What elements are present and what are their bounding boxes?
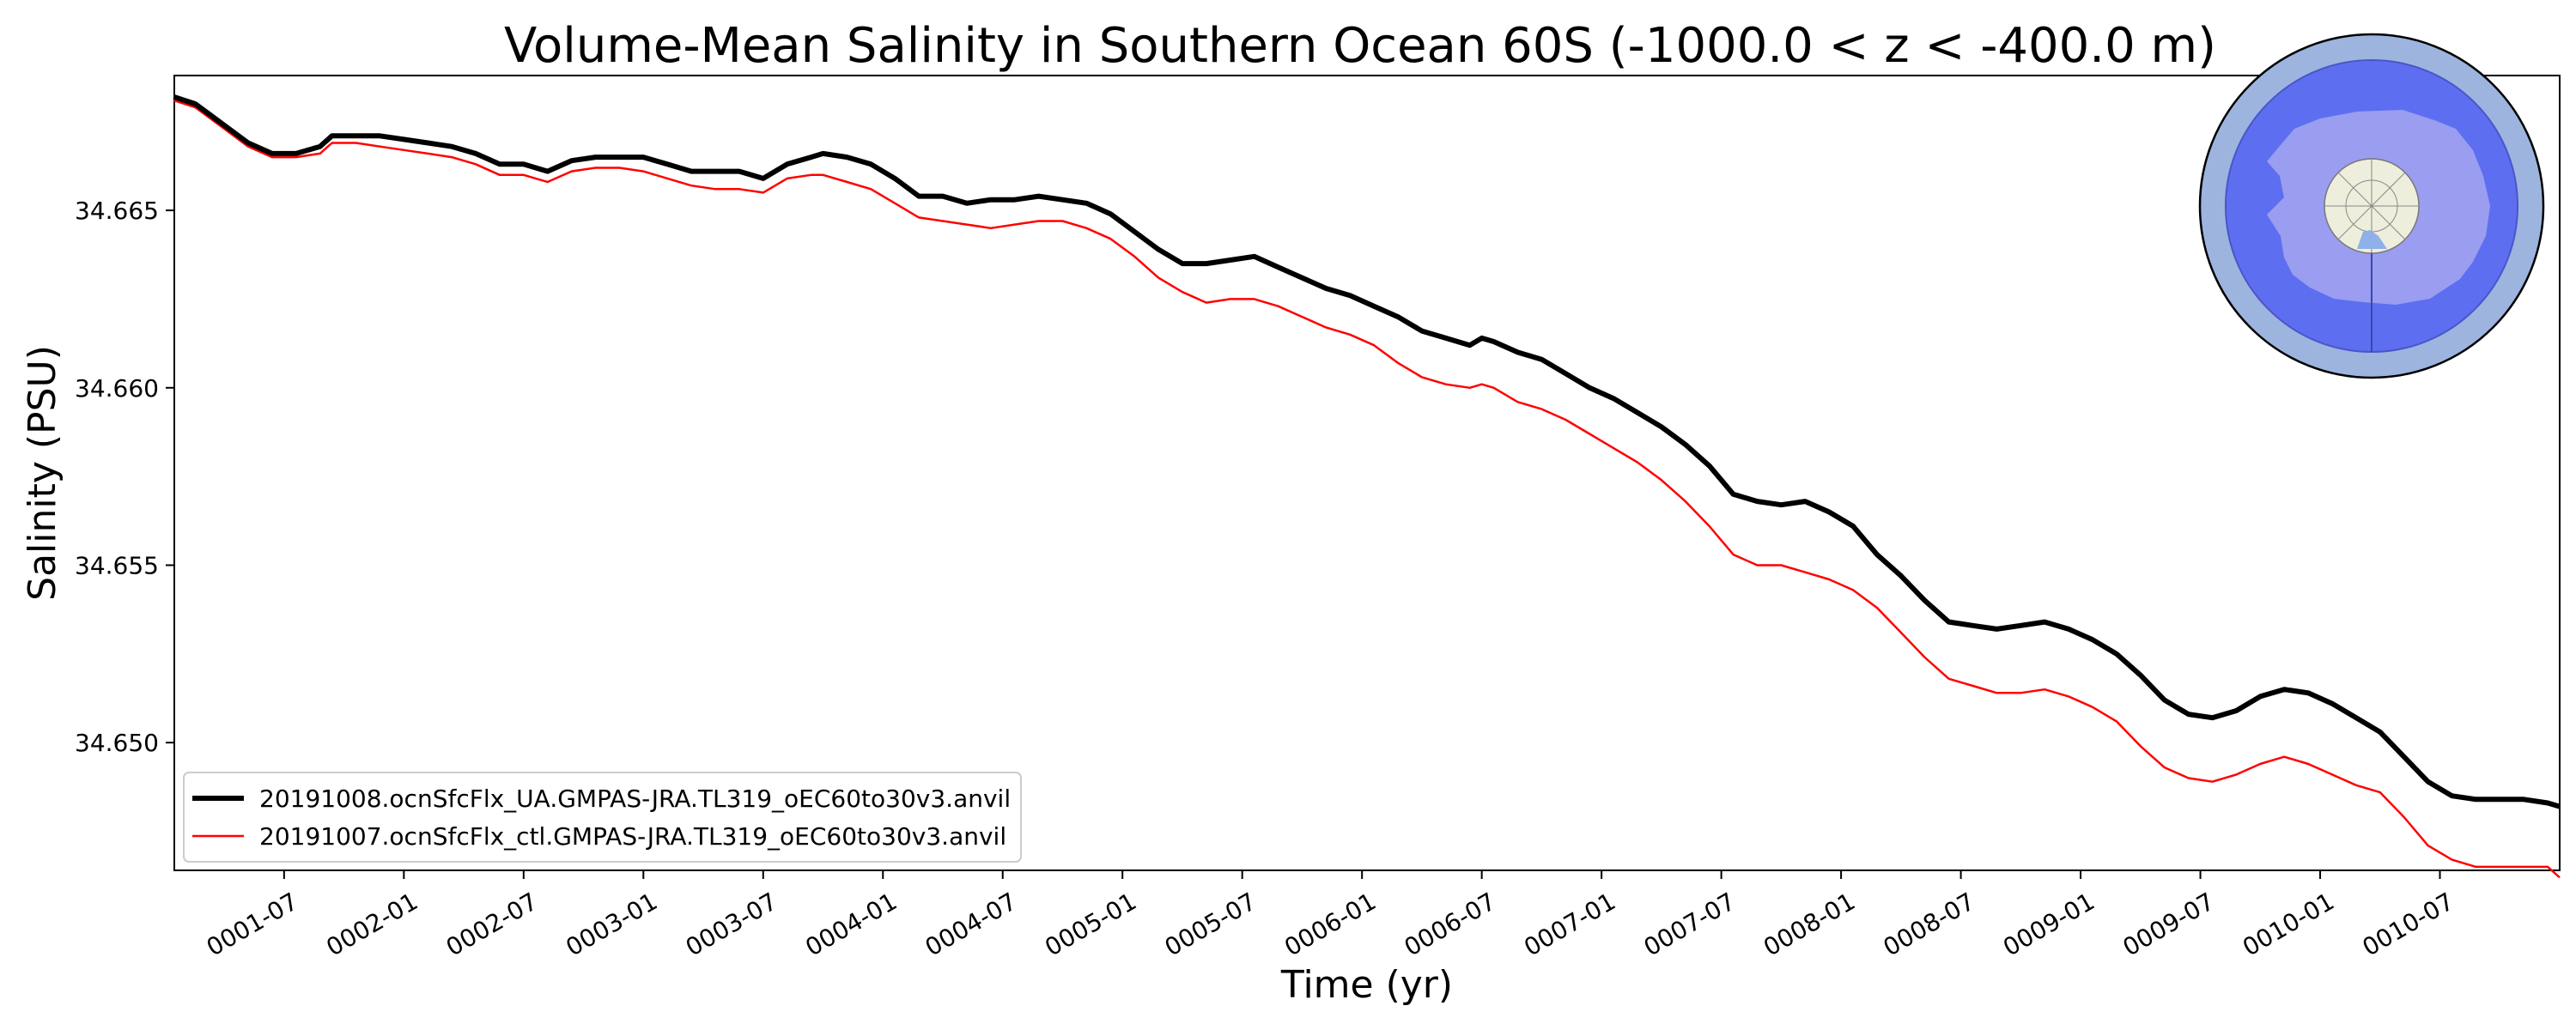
plot-area	[173, 75, 2561, 879]
x-tick-label: 0007-07	[1639, 887, 1741, 961]
y-axis-label: Salinity (PSU)	[21, 345, 64, 601]
legend-label-ctl: 20191007.ocnSfcFlx_ctl.GMPAS-JRA.TL319_o…	[259, 822, 1006, 851]
x-tick-label: 0004-07	[920, 887, 1022, 961]
x-tick-label: 0002-07	[441, 887, 543, 961]
x-tick-label: 0008-07	[1879, 887, 1980, 961]
y-axis: 34.650 34.655 34.660 34.665	[75, 197, 174, 757]
ice-shelf-patch	[2357, 230, 2387, 249]
x-axis: 0001-07 0002-01 0002-07 0003-01 0003-07 0004-…	[202, 870, 2458, 962]
x-tick-label: 0010-01	[2238, 887, 2339, 961]
legend-box	[183, 772, 1022, 863]
x-tick-label: 0005-07	[1160, 887, 1261, 961]
series-line-ua	[173, 94, 2561, 809]
plot-frame	[173, 75, 2561, 871]
x-tick-label: 0004-01	[800, 887, 902, 961]
x-tick-label: 0008-01	[1759, 887, 1860, 961]
legend: 20191008.ocnSfcFlx_UA.GMPAS-JRA.TL319_oE…	[183, 772, 1022, 863]
x-axis-label: Time (yr)	[1280, 963, 1453, 1007]
chart-title: Volume-Mean Salinity in Southern Ocean 6…	[504, 18, 2216, 74]
x-tick-label: 0002-01	[321, 887, 422, 961]
x-tick-label: 0003-01	[561, 887, 662, 961]
x-tick-label: 0005-01	[1040, 887, 1141, 961]
legend-label-ua: 20191008.ocnSfcFlx_UA.GMPAS-JRA.TL319_oE…	[259, 785, 1011, 813]
y-tick-label: 34.655	[75, 551, 159, 579]
y-tick-label: 34.650	[75, 729, 159, 757]
x-tick-label: 0001-07	[202, 887, 303, 961]
series-line-ctl	[173, 99, 2561, 879]
y-tick-label: 34.660	[75, 374, 159, 403]
y-tick-label: 34.665	[75, 197, 159, 225]
x-tick-label: 0010-07	[2358, 887, 2459, 961]
series-layer	[173, 94, 2561, 879]
x-tick-label: 0006-01	[1279, 887, 1381, 961]
x-tick-label: 0009-01	[1998, 887, 2099, 961]
southern-ocean-inset-map	[2198, 33, 2545, 379]
x-tick-label: 0007-01	[1519, 887, 1620, 961]
x-tick-label: 0009-07	[2118, 887, 2220, 961]
x-tick-label: 0003-07	[681, 887, 782, 961]
x-tick-label: 0006-07	[1400, 887, 1501, 961]
